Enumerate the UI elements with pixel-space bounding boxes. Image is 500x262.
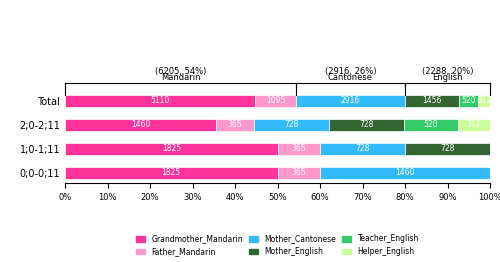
Bar bbox=[65, 167, 278, 179]
Text: Mandarin: Mandarin bbox=[161, 73, 200, 83]
Bar bbox=[278, 143, 320, 155]
Text: (6205, 54%): (6205, 54%) bbox=[155, 67, 206, 76]
Text: 728: 728 bbox=[356, 144, 370, 153]
Text: 520: 520 bbox=[462, 96, 476, 105]
Bar bbox=[65, 143, 278, 155]
Text: 1825: 1825 bbox=[162, 144, 181, 153]
Text: 1456: 1456 bbox=[422, 96, 442, 105]
Text: 1460: 1460 bbox=[130, 120, 150, 129]
Text: 1095: 1095 bbox=[266, 96, 285, 105]
Bar bbox=[254, 119, 329, 131]
Bar bbox=[256, 95, 296, 107]
Text: 312: 312 bbox=[466, 120, 481, 129]
Text: (2916, 26%): (2916, 26%) bbox=[324, 67, 376, 76]
Bar bbox=[405, 95, 459, 107]
Text: Cantonese: Cantonese bbox=[328, 73, 373, 83]
Bar bbox=[320, 167, 490, 179]
Legend: Grandmother_Mandarin, Father_Mandarin, Mother_Cantonese, Mother_English, Teacher: Grandmother_Mandarin, Father_Mandarin, M… bbox=[133, 231, 422, 259]
Text: 365: 365 bbox=[228, 120, 242, 129]
Text: 1825: 1825 bbox=[162, 168, 181, 177]
Bar bbox=[478, 95, 490, 107]
Text: (2288, 20%): (2288, 20%) bbox=[422, 67, 473, 76]
Text: 728: 728 bbox=[359, 120, 374, 129]
Text: 2916: 2916 bbox=[341, 96, 360, 105]
Text: 312: 312 bbox=[477, 96, 492, 105]
Text: 365: 365 bbox=[292, 144, 306, 153]
Bar bbox=[458, 119, 490, 131]
Text: 1460: 1460 bbox=[396, 168, 414, 177]
Bar bbox=[459, 95, 478, 107]
Bar bbox=[404, 119, 458, 131]
Bar bbox=[329, 119, 404, 131]
Bar bbox=[65, 95, 256, 107]
Text: 5110: 5110 bbox=[150, 96, 170, 105]
Bar bbox=[65, 119, 216, 131]
Bar bbox=[320, 143, 405, 155]
Bar bbox=[216, 119, 254, 131]
Bar bbox=[405, 143, 490, 155]
Bar bbox=[296, 95, 405, 107]
Text: 728: 728 bbox=[440, 144, 455, 153]
Text: 520: 520 bbox=[424, 120, 438, 129]
Bar bbox=[278, 167, 320, 179]
Text: 365: 365 bbox=[292, 168, 306, 177]
Text: English: English bbox=[432, 73, 462, 83]
Text: 728: 728 bbox=[284, 120, 298, 129]
